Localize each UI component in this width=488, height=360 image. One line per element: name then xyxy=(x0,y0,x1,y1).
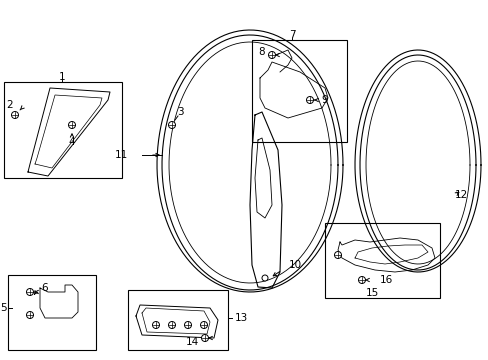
Text: 2: 2 xyxy=(7,100,13,110)
Text: 16: 16 xyxy=(379,275,392,285)
Text: 7: 7 xyxy=(288,30,295,40)
Text: 15: 15 xyxy=(365,288,378,298)
Circle shape xyxy=(152,321,159,328)
Circle shape xyxy=(268,51,275,59)
Text: 11: 11 xyxy=(115,150,128,160)
Circle shape xyxy=(358,276,365,284)
Bar xyxy=(8,275,96,350)
Circle shape xyxy=(26,288,34,296)
Circle shape xyxy=(26,311,34,319)
Circle shape xyxy=(200,321,207,328)
Circle shape xyxy=(12,112,19,118)
Circle shape xyxy=(168,321,175,328)
Circle shape xyxy=(306,96,313,104)
Text: 4: 4 xyxy=(68,137,75,147)
Circle shape xyxy=(201,334,208,342)
Text: 9: 9 xyxy=(321,95,327,105)
Text: 8: 8 xyxy=(258,47,264,57)
Text: 14: 14 xyxy=(185,337,198,347)
Text: 1: 1 xyxy=(59,72,65,82)
Bar xyxy=(128,290,227,350)
Bar xyxy=(251,40,346,142)
Text: 10: 10 xyxy=(288,260,301,270)
Bar xyxy=(4,82,122,178)
Circle shape xyxy=(262,275,267,281)
Text: 13: 13 xyxy=(235,313,248,323)
Text: 5: 5 xyxy=(0,303,6,313)
Bar xyxy=(325,223,439,298)
Circle shape xyxy=(168,122,175,129)
Text: 3: 3 xyxy=(176,107,183,117)
Circle shape xyxy=(184,321,191,328)
Text: 6: 6 xyxy=(41,283,48,293)
Circle shape xyxy=(68,122,75,129)
Text: 12: 12 xyxy=(454,190,468,200)
Circle shape xyxy=(334,252,341,258)
